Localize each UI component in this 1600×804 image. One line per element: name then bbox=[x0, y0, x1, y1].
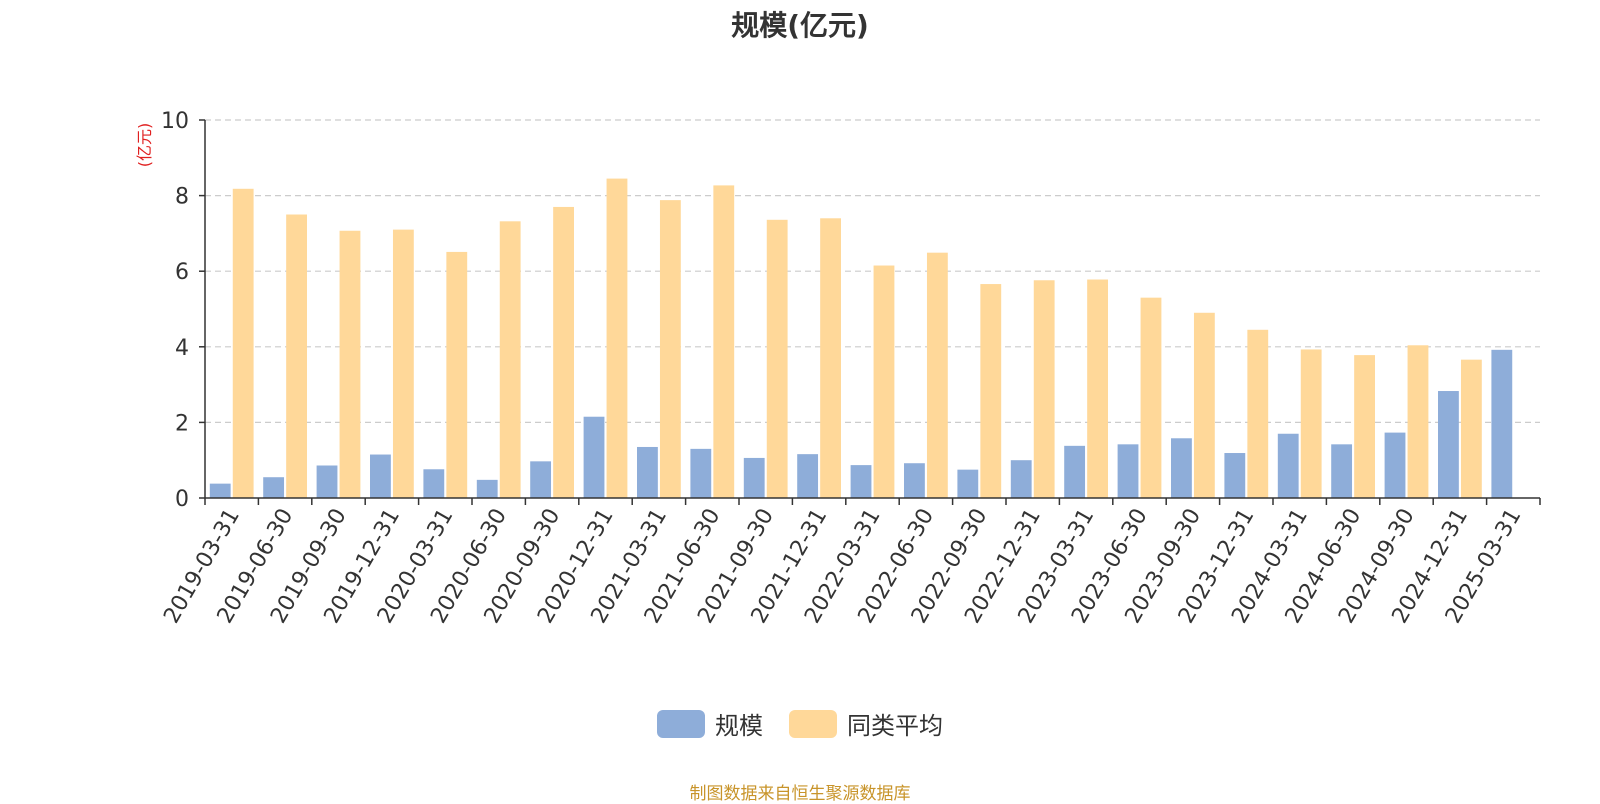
bar-peer-average bbox=[1407, 345, 1429, 498]
chart-title: 规模(亿元) bbox=[731, 9, 869, 42]
bar-peer-average bbox=[1033, 280, 1055, 498]
bar-peer-average bbox=[1193, 312, 1215, 498]
bar-peer-average bbox=[659, 200, 681, 499]
y-tick-label: 0 bbox=[175, 487, 189, 512]
data-source-note: 制图数据来自恒生聚源数据库 bbox=[689, 784, 911, 804]
bar-scale bbox=[423, 469, 445, 498]
legend-item-peer-average[interactable]: 同类平均 bbox=[789, 706, 943, 741]
bar-peer-average bbox=[1140, 297, 1162, 498]
y-tick-label: 4 bbox=[175, 336, 189, 361]
bar-peer-average bbox=[286, 214, 307, 498]
bar-peer-average bbox=[392, 229, 414, 498]
bar-peer-average bbox=[499, 221, 521, 498]
bar-scale bbox=[850, 465, 872, 498]
bar-scale bbox=[263, 477, 285, 498]
y-tick-label: 6 bbox=[175, 260, 189, 285]
bar-scale bbox=[1384, 432, 1406, 498]
legend[interactable]: 规模 同类平均 bbox=[0, 706, 1600, 741]
legend-item-scale[interactable]: 规模 bbox=[657, 706, 763, 741]
bar-peer-average bbox=[339, 230, 361, 498]
bar-peer-average bbox=[606, 178, 628, 498]
legend-label: 规模 bbox=[715, 712, 763, 740]
y-tick-label: 8 bbox=[175, 185, 189, 210]
bar-scale bbox=[370, 454, 391, 498]
bar-scale bbox=[1277, 433, 1299, 498]
bar-scale bbox=[209, 483, 231, 498]
bar-peer-average bbox=[232, 188, 254, 498]
bar-scale bbox=[1224, 453, 1246, 498]
bar-scale bbox=[797, 454, 819, 498]
chart-canvas: 0246810(亿元)2019-03-312019-06-302019-09-3… bbox=[135, 109, 1541, 628]
bar-peer-average bbox=[446, 251, 468, 498]
bar-scale bbox=[1010, 460, 1032, 498]
bar-scale bbox=[1331, 444, 1353, 498]
bar-scale bbox=[957, 469, 979, 498]
bar-peer-average bbox=[980, 284, 1002, 498]
bar-scale bbox=[1438, 391, 1459, 498]
bar-scale bbox=[743, 457, 765, 498]
bar-peer-average bbox=[820, 218, 841, 498]
bar-peer-average bbox=[713, 185, 735, 499]
bar-scale bbox=[476, 479, 498, 498]
legend-label: 同类平均 bbox=[847, 712, 943, 740]
bar-peer-average bbox=[873, 265, 895, 498]
bar-peer-average bbox=[553, 206, 574, 498]
y-tick-label: 10 bbox=[161, 109, 189, 134]
y-tick-label: 2 bbox=[175, 411, 189, 436]
bar-peer-average bbox=[1247, 329, 1269, 498]
legend-swatch bbox=[789, 709, 837, 738]
bar-peer-average bbox=[1354, 355, 1375, 498]
bar-scale bbox=[316, 465, 338, 498]
y-axis-label: (亿元) bbox=[135, 123, 154, 168]
bar-peer-average bbox=[1300, 349, 1322, 498]
bar-scale bbox=[637, 446, 658, 498]
bar-scale bbox=[1064, 445, 1086, 498]
bar-scale bbox=[530, 461, 552, 498]
bar-scale bbox=[1117, 444, 1139, 498]
bar-scale bbox=[690, 448, 712, 498]
bar-scale bbox=[904, 463, 925, 498]
bar-peer-average bbox=[1460, 359, 1482, 498]
bar-peer-average bbox=[926, 252, 948, 498]
bar-scale bbox=[583, 416, 605, 498]
bar-peer-average bbox=[1087, 279, 1108, 498]
bar-scale bbox=[1171, 438, 1192, 498]
bar-peer-average bbox=[766, 219, 788, 499]
legend-swatch bbox=[657, 709, 705, 738]
bar-scale bbox=[1491, 349, 1513, 498]
